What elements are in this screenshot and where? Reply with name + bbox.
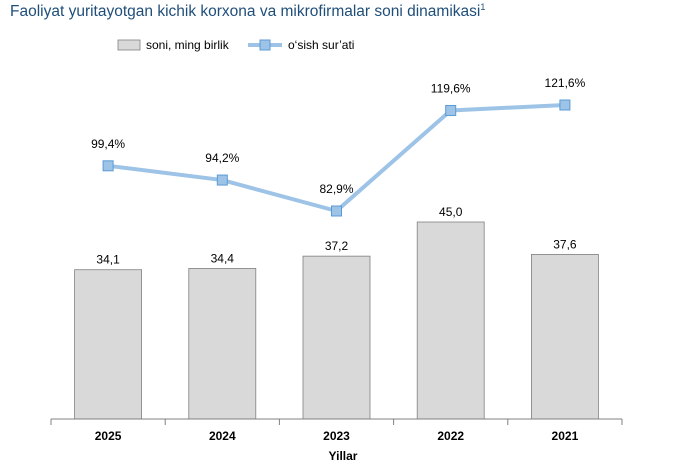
legend-line-marker [259,39,271,51]
x-axis-title: Yillar [329,449,358,463]
line-marker [102,160,114,172]
legend-line-label: o‘sish sur’ati [288,38,354,52]
bar [188,268,257,420]
x-tick-label: 2025 [95,429,122,443]
x-tick-label: 2024 [209,429,236,443]
line-marker [216,174,228,186]
legend-bar-swatch [117,39,141,51]
bar [74,269,142,420]
bar-value-label: 37,2 [325,239,349,253]
line-marker [331,205,342,217]
line-value-label: 121,6% [545,76,586,90]
legend-bar-label: soni, ming birlik [146,38,230,52]
bar [531,253,599,420]
line-value-label: 119,6% [431,81,471,95]
bar-value-label: 45,0 [439,205,463,219]
legend: soni, ming birlik o‘sish sur’ati [117,38,354,52]
bar [416,221,485,420]
line-value-label: 94,2% [205,151,239,165]
line-value-label: 99,4% [91,137,125,151]
chart-title: Faoliyat yuritayotgan kichik korxona va … [10,2,486,21]
bar [302,255,371,420]
bar-value-label: 37,6 [553,237,577,251]
x-tick-label: 2022 [437,429,464,443]
line-marker [445,104,457,116]
x-tick-label: 2023 [323,429,350,443]
line-marker [559,99,571,111]
line-value-label: 82,9% [319,182,353,196]
bar-value-label: 34,1 [96,253,120,267]
x-tick-label: 2021 [552,429,579,443]
bar-value-label: 34,4 [211,251,235,265]
